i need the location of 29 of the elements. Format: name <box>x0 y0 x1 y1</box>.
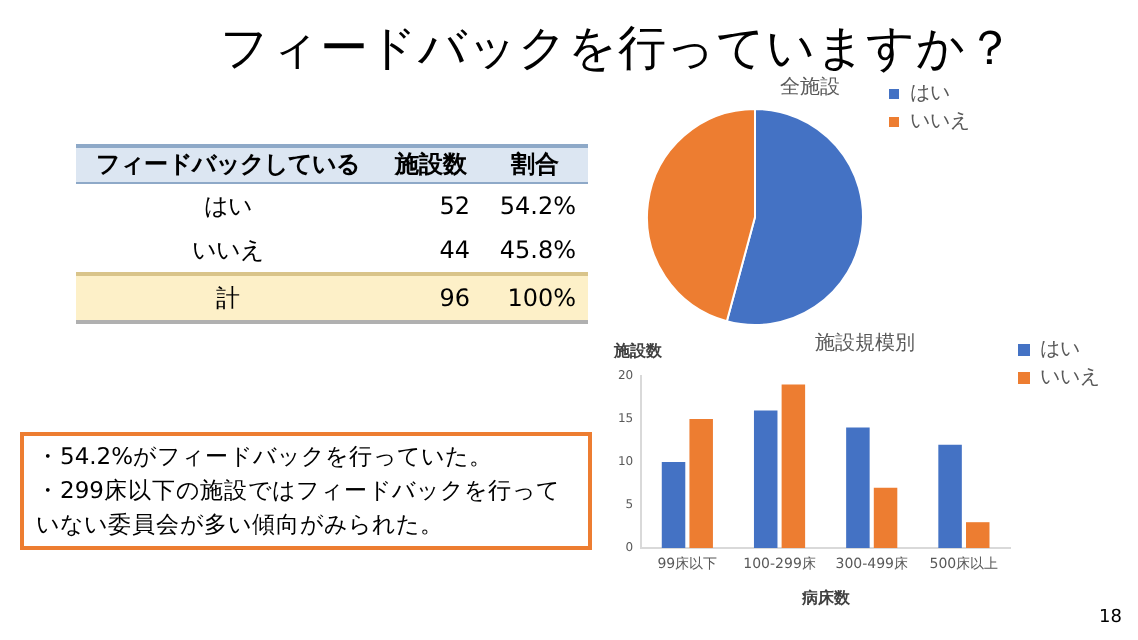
data-label: 44 <box>437 234 472 268</box>
category-label: 計 <box>214 281 243 315</box>
text: 54.2% <box>497 190 578 224</box>
category-label: はい <box>202 189 255 223</box>
legend-label: いいえ <box>1040 367 1100 390</box>
category-label: いいえ <box>190 233 267 267</box>
chart-title: 全施設 <box>780 75 840 100</box>
data-label: 96 <box>437 282 472 316</box>
x-axis-title: 病床数 <box>799 586 852 607</box>
data-label: 52 <box>437 190 472 224</box>
bar <box>689 419 713 548</box>
bar <box>753 410 778 548</box>
text: 18 <box>1099 608 1122 628</box>
legend-label: いいえ <box>910 111 970 134</box>
chart-title: 施設規模別 <box>815 331 915 356</box>
bar <box>938 444 962 548</box>
legend-label: はい <box>1040 339 1080 362</box>
y-axis-title: 施設数 <box>612 342 664 361</box>
bar <box>965 522 990 548</box>
text: ・54.2%がフィードバックを行っていた。 <box>36 440 496 474</box>
text: 45.8% <box>497 234 578 268</box>
bar <box>873 487 898 548</box>
legend-label: はい <box>910 83 950 106</box>
bar <box>846 427 870 548</box>
legend-title: フィードバックしている <box>94 148 363 182</box>
bar <box>661 462 686 548</box>
bar <box>781 384 806 548</box>
text: ・299床以下の施設ではフィードバックを行っていない委員会が多い傾向がみられた。 <box>36 474 562 542</box>
text: フィードバックを行っていますか？ <box>220 18 1014 76</box>
